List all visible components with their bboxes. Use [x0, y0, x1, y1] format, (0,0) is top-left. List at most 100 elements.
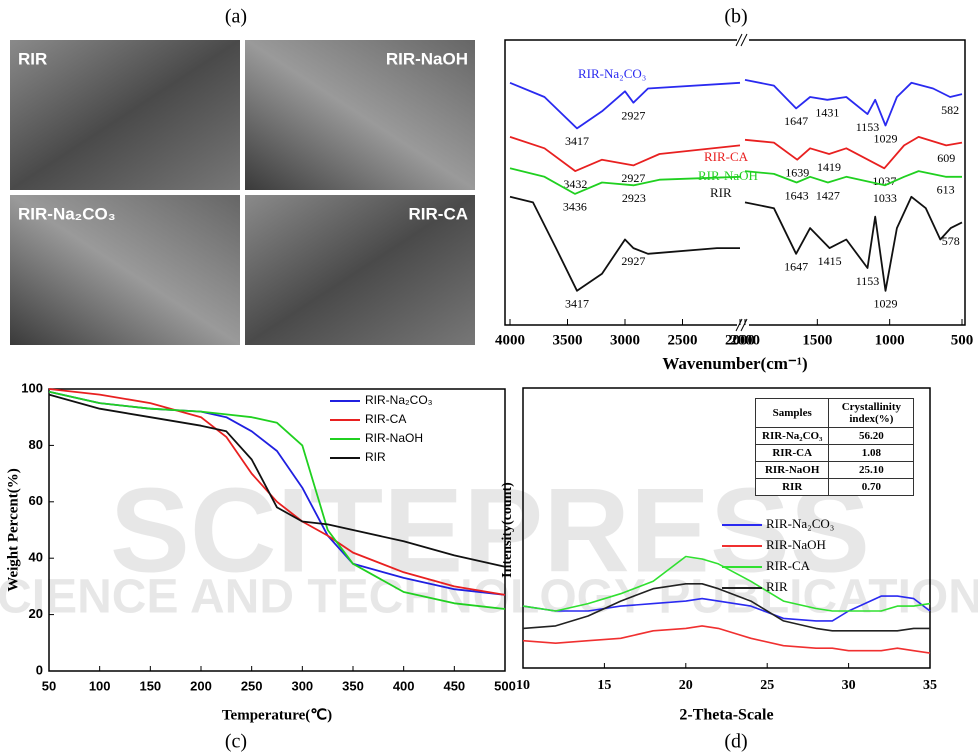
table-row: Samples Crystallinity index(%): [754, 398, 915, 428]
table-header-cell: Crystallinity index(%): [828, 398, 915, 428]
table-cell: 25.10: [828, 461, 915, 479]
plot-frame: [522, 387, 931, 669]
y-tick-label: 100: [21, 380, 43, 395]
tga-curve: [48, 393, 506, 568]
y-tick-label: 20: [29, 606, 43, 621]
peak-label: 613: [937, 183, 955, 197]
watermark: SCITEPRESS SCIENCE AND TECHNOLOGY PUBLIC…: [0, 464, 978, 624]
legend-label: RIR-Na₂CO₃: [365, 393, 433, 407]
x-tick-label: 500: [951, 332, 974, 348]
tga-curve: [48, 390, 506, 610]
series-label: RIR: [710, 185, 732, 200]
x-tick-label: 500: [494, 678, 516, 693]
peak-label: 1415: [818, 254, 842, 268]
crystallinity-table: Samples Crystallinity index(%) RIR-Na₂CO₃ 5…: [754, 398, 915, 496]
peak-label: 3432: [563, 177, 587, 191]
legend-label: RIR-CA: [365, 412, 406, 426]
x-tick-label: 4000: [495, 332, 525, 348]
x-tick-label: 3500: [553, 332, 583, 348]
series-label: RIR-CA: [704, 149, 749, 164]
axis-break-mark: [740, 318, 748, 332]
sem-label: RIR: [18, 49, 47, 68]
peak-label: 1029: [873, 131, 897, 145]
sem-label: RIR-Na₂CO₃: [18, 204, 116, 223]
panel-label: (c): [225, 731, 247, 753]
peak-label: 1639: [785, 165, 809, 179]
table-row: RIR-CA 1.08: [754, 444, 915, 462]
x-tick-label: 250: [241, 678, 263, 693]
x-axis-label: Temperature(℃): [222, 707, 332, 723]
peak-label: 2923: [622, 191, 646, 205]
peak-label: 1419: [817, 160, 841, 174]
x-tick-label: 450: [443, 678, 465, 693]
tga-curve: [48, 388, 506, 596]
axis-break-mark: [735, 318, 743, 332]
table-header-cell: Samples: [754, 398, 830, 428]
x-tick-label: 2000: [730, 332, 760, 348]
legend-label: RIR-Na₂CO₃: [766, 516, 834, 531]
x-tick-label: 2000: [725, 332, 755, 348]
legend-label: RIR-NaOH: [365, 431, 423, 445]
y-tick-label: 0: [36, 662, 43, 677]
peak-label: 1431: [815, 106, 839, 120]
x-tick-label: 2500: [668, 332, 698, 348]
x-tick-label: 35: [923, 678, 937, 693]
x-tick-label: 100: [89, 678, 111, 693]
x-tick-label: 3000: [610, 332, 640, 348]
sem-image: [245, 40, 475, 190]
y-tick-label: 80: [29, 437, 43, 452]
table-cell: RIR-Na₂CO₃: [754, 427, 830, 445]
peak-label: 1029: [873, 297, 897, 311]
x-axis-label: Wavenumber(cm⁻¹): [662, 354, 807, 373]
peak-label: 582: [941, 103, 959, 117]
legend-label: RIR-CA: [766, 558, 811, 573]
table-cell: 1.08: [828, 444, 915, 462]
peak-label: 1153: [856, 120, 880, 134]
xrd-curve: [522, 595, 931, 622]
sem-panel: RIR RIR-NaOH RIR-Na₂CO₃ RIR-CA: [10, 40, 475, 345]
table-cell: RIR-NaOH: [754, 461, 830, 479]
sem-image: [10, 195, 240, 345]
panel-label: (b): [724, 6, 747, 28]
table-cell: RIR: [754, 478, 830, 496]
ftir-curve: [509, 167, 962, 195]
series-label: RIR-NaOH: [698, 168, 758, 183]
panel-label: (a): [225, 6, 247, 28]
peak-label: 2927: [621, 108, 645, 122]
sem-label: RIR-CA: [409, 204, 469, 223]
x-tick-label: 350: [342, 678, 364, 693]
y-axis-label: Weight Percent(%): [5, 468, 21, 591]
peak-label: 1647: [784, 114, 808, 128]
x-tick-label: 15: [597, 678, 611, 693]
axis-break-mark: [740, 33, 748, 47]
x-tick-label: 50: [42, 678, 56, 693]
x-tick-label: 200: [190, 678, 212, 693]
peak-label: 1647: [784, 260, 808, 274]
peak-label: 1427: [816, 188, 840, 202]
x-tick-label: 150: [139, 678, 161, 693]
legend-label: RIR: [365, 450, 386, 464]
xrd-curve: [522, 555, 931, 612]
peak-label: 1153: [856, 274, 880, 288]
x-tick-label: 20: [679, 678, 693, 693]
x-tick-label: 1000: [875, 332, 905, 348]
table-row: RIR-NaOH 25.10: [754, 461, 915, 479]
x-axis-label: 2-Theta-Scale: [679, 707, 773, 724]
ftir-curve: [509, 79, 963, 130]
xrd-curve: [522, 625, 931, 654]
x-tick-label: 30: [842, 678, 856, 693]
panel-label: (d): [724, 731, 747, 753]
legend-label: RIR: [766, 579, 788, 594]
peak-label: 2927: [621, 171, 645, 185]
y-tick-label: 40: [29, 550, 43, 565]
peak-label: 609: [937, 151, 955, 165]
ftir-curve: [509, 195, 963, 292]
table-cell: RIR-CA: [754, 444, 830, 462]
plot-frame: [48, 388, 506, 672]
peak-label: 3436: [563, 200, 587, 214]
ftir-curve: [509, 136, 963, 172]
axis-break-mark: [735, 33, 743, 47]
sem-image: [10, 40, 240, 190]
